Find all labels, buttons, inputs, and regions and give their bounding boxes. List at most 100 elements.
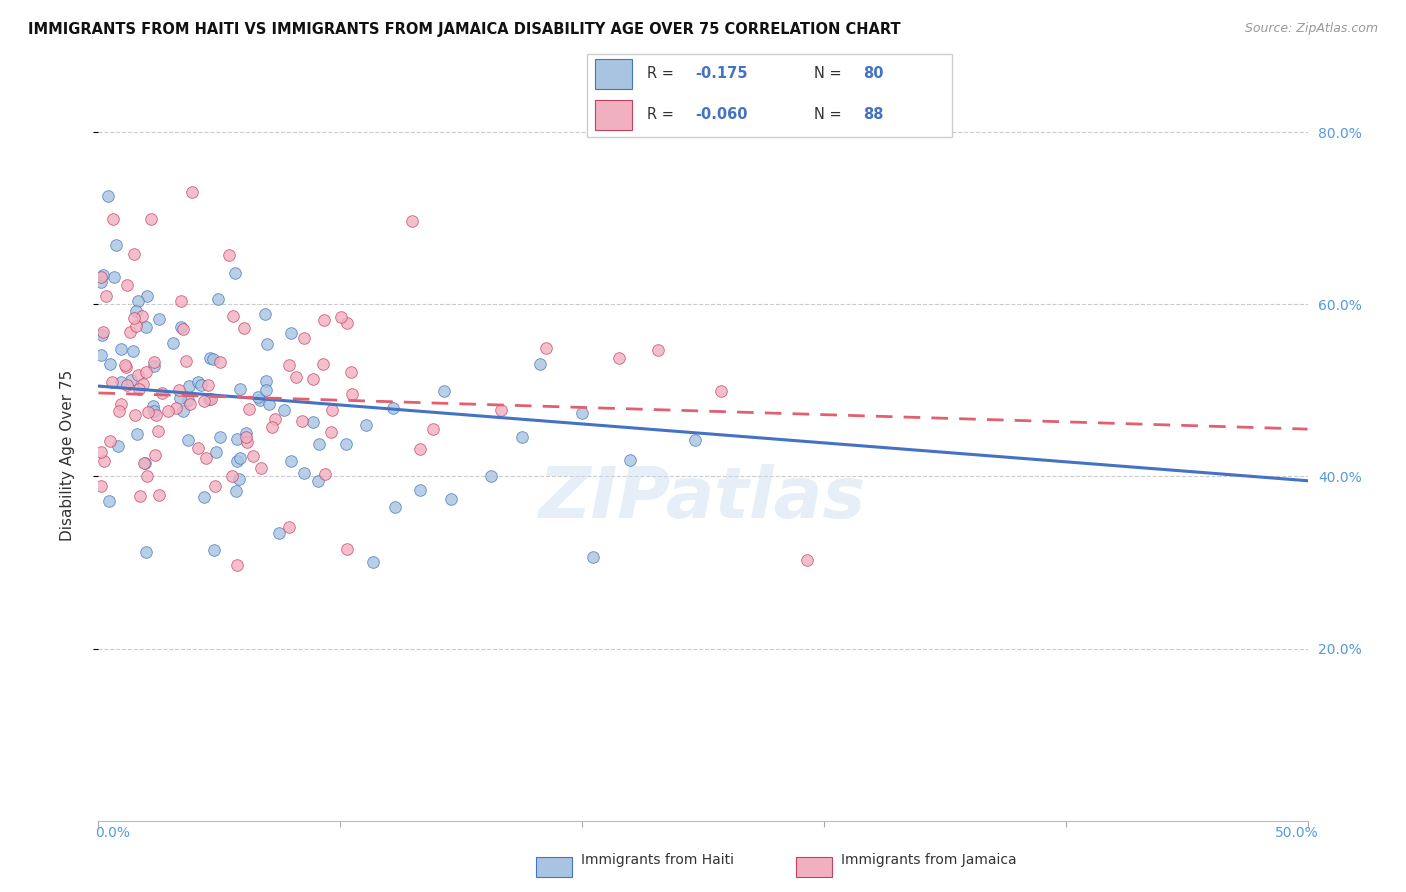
Point: [312, 357, 335, 371]
Point: [202, 543, 225, 558]
Point: [200, 392, 222, 406]
Point: [190, 377, 212, 392]
Point: [683, 433, 706, 447]
Point: [145, 448, 167, 462]
Point: [249, 393, 271, 408]
Point: [90, 444, 112, 458]
Point: [165, 401, 187, 415]
Point: [401, 214, 423, 228]
Point: [235, 430, 257, 444]
Point: [292, 467, 315, 481]
Y-axis label: Disability Age Over 75: Disability Age Over 75: [60, 369, 75, 541]
Point: [177, 393, 200, 408]
Text: Immigrants from Jamaica: Immigrants from Jamaica: [841, 853, 1017, 867]
FancyBboxPatch shape: [536, 857, 572, 877]
FancyBboxPatch shape: [796, 857, 832, 877]
Point: [127, 368, 149, 383]
Point: [143, 355, 166, 369]
Point: [122, 311, 145, 326]
Point: [120, 373, 142, 387]
Point: [335, 436, 357, 450]
Point: [433, 384, 456, 398]
Point: [321, 403, 343, 417]
Point: [169, 391, 191, 405]
Point: [142, 399, 165, 413]
Point: [177, 433, 200, 447]
Point: [136, 405, 159, 419]
Point: [90, 479, 112, 493]
Point: [177, 379, 200, 393]
Point: [135, 365, 157, 379]
Point: [198, 392, 221, 406]
Point: [208, 430, 231, 444]
Point: [146, 424, 169, 438]
FancyBboxPatch shape: [595, 60, 631, 89]
Point: [280, 453, 302, 467]
Point: [582, 549, 605, 564]
Point: [267, 526, 290, 541]
Point: [329, 310, 352, 325]
Point: [354, 417, 377, 432]
Point: [180, 186, 202, 200]
Point: [205, 444, 228, 458]
Point: [110, 376, 132, 390]
Point: [98, 434, 121, 448]
Point: [148, 311, 170, 326]
Point: [277, 520, 299, 534]
Point: [101, 212, 124, 227]
Point: [409, 442, 432, 456]
Point: [136, 289, 159, 303]
Point: [422, 422, 444, 436]
Point: [124, 409, 146, 423]
Point: [197, 377, 219, 392]
Point: [162, 336, 184, 351]
Point: [529, 357, 551, 371]
Point: [233, 320, 256, 334]
Point: [710, 384, 733, 398]
Point: [136, 469, 159, 483]
Point: [254, 374, 277, 388]
Point: [90, 276, 112, 290]
Point: [174, 354, 197, 368]
Point: [336, 542, 359, 557]
Point: [308, 436, 330, 450]
Point: [238, 401, 260, 416]
Point: [128, 382, 150, 396]
Point: [107, 439, 129, 453]
Point: [124, 247, 146, 261]
Point: [534, 341, 557, 355]
Point: [179, 397, 201, 411]
Text: Immigrants from Haiti: Immigrants from Haiti: [581, 853, 734, 867]
Point: [409, 483, 432, 498]
Point: [115, 277, 138, 292]
Point: [94, 288, 117, 302]
Point: [382, 401, 405, 416]
Point: [284, 369, 307, 384]
Point: [314, 467, 336, 481]
Point: [273, 402, 295, 417]
Text: R =: R =: [647, 107, 678, 122]
Point: [198, 351, 221, 365]
Point: [607, 351, 630, 366]
Point: [93, 454, 115, 468]
Point: [246, 390, 269, 404]
Point: [103, 269, 125, 284]
Point: [135, 319, 157, 334]
Point: [143, 359, 166, 373]
Point: [145, 408, 167, 422]
Point: [242, 450, 264, 464]
Point: [312, 313, 335, 327]
Point: [90, 270, 112, 285]
Text: 0.0%: 0.0%: [96, 826, 131, 840]
Point: [225, 484, 247, 499]
Text: N =: N =: [814, 66, 846, 81]
Point: [256, 337, 278, 351]
Point: [280, 326, 302, 340]
Point: [250, 461, 273, 475]
Point: [479, 468, 502, 483]
Point: [142, 404, 165, 418]
Point: [170, 294, 193, 309]
Point: [122, 344, 145, 359]
Point: [131, 309, 153, 323]
Point: [90, 348, 112, 362]
